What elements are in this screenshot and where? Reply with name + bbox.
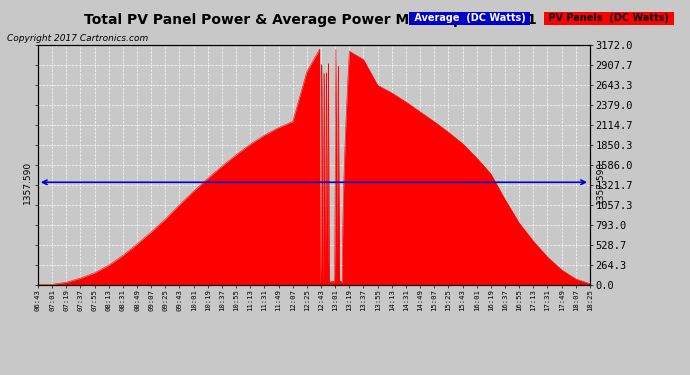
Text: Copyright 2017 Cartronics.com: Copyright 2017 Cartronics.com [7,34,148,43]
Text: 1357.590: 1357.590 [595,161,604,204]
Text: PV Panels  (DC Watts): PV Panels (DC Watts) [545,13,672,23]
Text: Average  (DC Watts): Average (DC Watts) [411,13,529,23]
Text: Total PV Panel Power & Average Power Mon Sep 25 18:41: Total PV Panel Power & Average Power Mon… [84,13,537,27]
Text: 1357.590: 1357.590 [23,161,32,204]
